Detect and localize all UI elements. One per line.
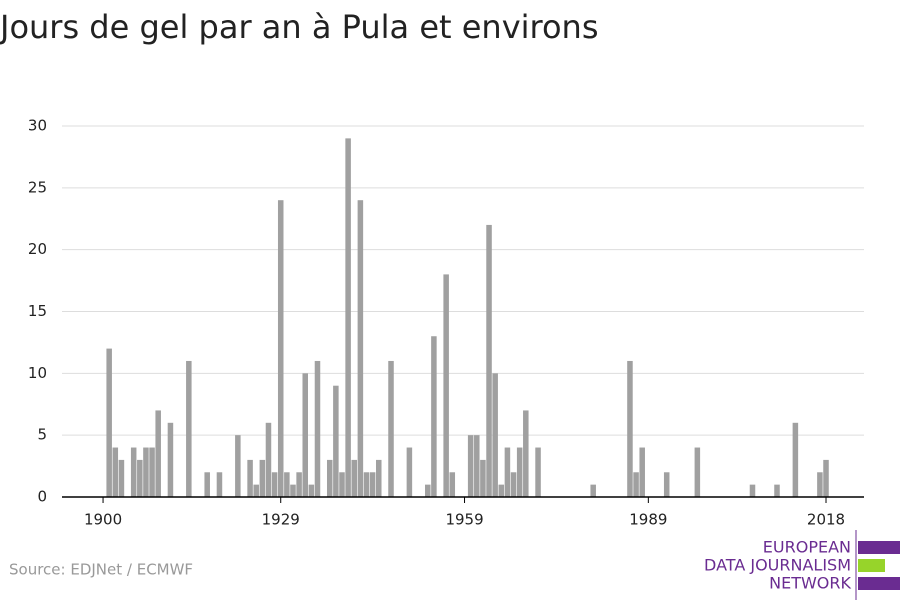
bar: [369, 472, 376, 497]
bar: [749, 484, 756, 497]
bar: [186, 360, 192, 497]
bar: [504, 447, 511, 497]
bar: [590, 484, 596, 497]
bar: [357, 200, 364, 497]
bar: [375, 459, 382, 497]
bar: [823, 459, 829, 497]
x-tick-label: 1959: [445, 511, 483, 529]
bar: [216, 472, 223, 497]
bar: [259, 459, 266, 497]
bar: [449, 472, 456, 497]
bar: [694, 447, 701, 497]
x-tick-label: 1929: [262, 511, 300, 529]
x-tick-label: 1900: [84, 511, 122, 529]
bar: [137, 459, 143, 497]
logo-bar: [858, 559, 885, 572]
bar: [663, 472, 670, 497]
bar: [235, 435, 241, 497]
bar: [277, 200, 284, 497]
bar: [535, 447, 541, 497]
bar: [774, 484, 780, 497]
bar: [351, 459, 358, 497]
y-tick-label: 20: [28, 240, 47, 258]
bar: [302, 373, 308, 497]
bar: [388, 360, 394, 497]
logo-bar: [858, 541, 900, 554]
bar: [363, 472, 370, 497]
bar: [290, 484, 296, 497]
bar: [480, 459, 486, 497]
bar: [314, 360, 321, 497]
bar: [510, 472, 517, 497]
bar: [118, 459, 125, 497]
bar: [167, 422, 174, 497]
logo-text: EUROPEAN: [763, 538, 851, 557]
bar: [639, 447, 645, 497]
bar: [271, 472, 278, 497]
bar: [627, 360, 633, 497]
bar: [284, 472, 290, 497]
bar: [425, 484, 431, 497]
bar: [296, 472, 302, 497]
bar: [516, 447, 523, 497]
x-tick-label: 2018: [807, 511, 845, 529]
bar: [326, 459, 333, 497]
bar: [406, 447, 413, 497]
bar: [130, 447, 137, 497]
bar: [149, 447, 155, 497]
logo-text: DATA JOURNALISM: [704, 556, 851, 575]
y-tick-label: 30: [28, 117, 47, 135]
bar: [339, 472, 345, 497]
bar: [155, 410, 161, 497]
bar: [247, 459, 253, 497]
bar: [817, 472, 823, 497]
bar: [204, 472, 210, 497]
y-tick-label: 15: [28, 302, 47, 320]
chart-title: Jours de gel par an à Pula et environs: [0, 8, 599, 46]
bar: [253, 484, 259, 497]
bar: [443, 274, 449, 497]
y-tick-label: 25: [28, 178, 47, 196]
bar: [467, 435, 474, 497]
bar: [431, 336, 437, 497]
y-tick-label: 10: [28, 364, 47, 382]
logo-bar: [858, 577, 900, 590]
bar: [498, 484, 505, 497]
bar: [792, 422, 799, 497]
bar: [333, 385, 339, 497]
y-tick-label: 5: [37, 426, 47, 444]
bar: [474, 435, 480, 497]
bar: [112, 447, 119, 497]
y-tick-label: 0: [37, 488, 47, 506]
bar: [523, 410, 529, 497]
bar: [143, 447, 149, 497]
source: Source: EDJNet / ECMWF: [9, 561, 193, 579]
bar: [633, 472, 639, 497]
bar: [492, 373, 498, 497]
x-tick-label: 1989: [629, 511, 667, 529]
bar: [308, 484, 315, 497]
bar: [486, 224, 492, 497]
bar: [345, 138, 351, 497]
bar: [106, 348, 112, 497]
bar: [265, 422, 272, 497]
logo-text: NETWORK: [769, 574, 851, 593]
